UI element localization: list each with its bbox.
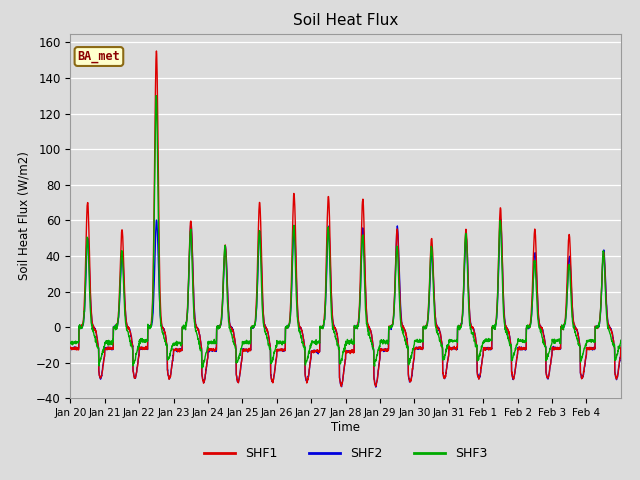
SHF3 (617, 337, 625, 343)
Line: SHF1: SHF1 (70, 51, 621, 386)
SHF3 (67, 340, 74, 346)
SHF3 (241, 339, 248, 345)
SHF3 (512, 347, 520, 352)
SHF3 (609, 343, 617, 348)
Text: BA_met: BA_met (77, 50, 120, 63)
SHF2 (543, 372, 550, 378)
Legend: SHF1, SHF2, SHF3: SHF1, SHF2, SHF3 (199, 442, 492, 465)
SHF3 (379, 339, 387, 345)
SHF2 (379, 347, 387, 353)
X-axis label: Time: Time (331, 421, 360, 434)
SHF2 (67, 346, 74, 352)
SHF2 (497, 216, 504, 222)
SHF1 (152, 48, 160, 54)
SHF2 (240, 348, 248, 353)
SHF1 (617, 344, 625, 350)
SHF1 (372, 384, 380, 389)
SHF3 (543, 356, 550, 361)
SHF1 (379, 347, 387, 352)
SHF1 (241, 347, 248, 353)
SHF2 (609, 337, 617, 343)
SHF1 (512, 363, 520, 369)
SHF1 (543, 373, 550, 379)
Title: Soil Heat Flux: Soil Heat Flux (293, 13, 398, 28)
SHF2 (617, 346, 625, 351)
SHF2 (372, 384, 380, 390)
Line: SHF3: SHF3 (70, 96, 621, 368)
Y-axis label: Soil Heat Flux (W/m2): Soil Heat Flux (W/m2) (17, 152, 30, 280)
SHF2 (122, 310, 129, 315)
SHF1 (122, 308, 129, 313)
SHF1 (609, 337, 617, 343)
SHF3 (122, 318, 129, 324)
SHF3 (152, 93, 160, 98)
Line: SHF2: SHF2 (70, 219, 621, 387)
SHF2 (512, 364, 520, 370)
SHF3 (198, 365, 206, 371)
SHF1 (67, 344, 74, 350)
